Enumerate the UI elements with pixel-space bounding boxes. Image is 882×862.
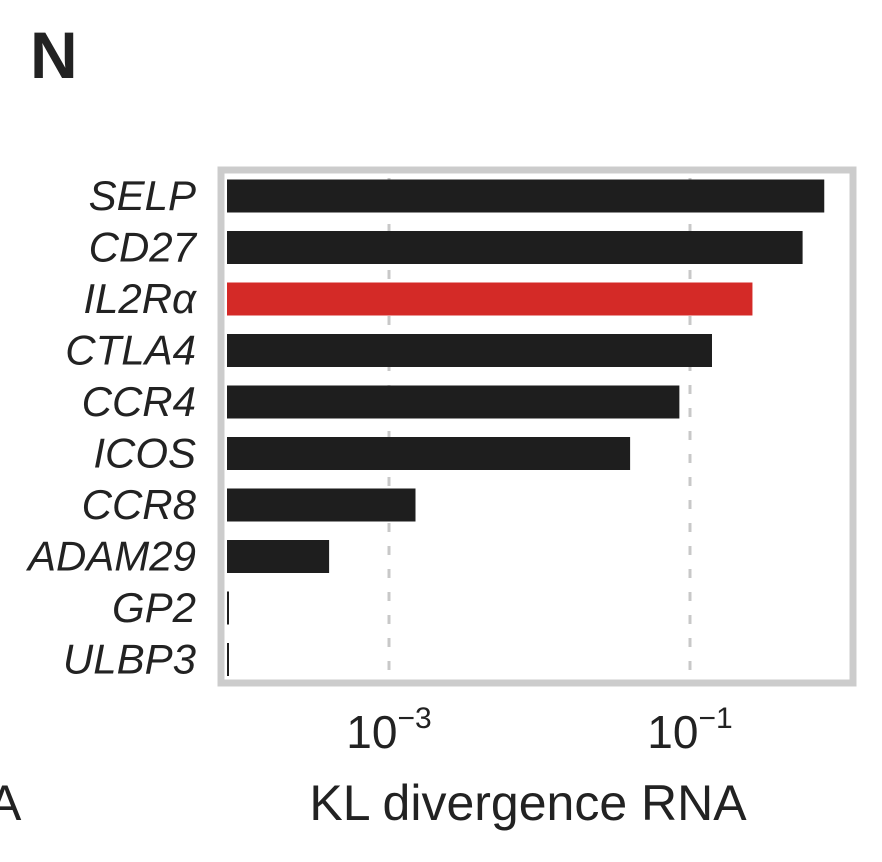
x-tick-label-0: 10−3 (346, 702, 431, 758)
bar-7 (227, 540, 330, 573)
bar-6 (227, 488, 416, 522)
bar-9 (227, 643, 229, 676)
x-axis-title: KL divergence RNA (309, 775, 747, 831)
category-label-4: CCR4 (82, 378, 196, 425)
category-label-3: CTLA4 (65, 327, 196, 374)
category-label-5: ICOS (93, 430, 196, 477)
bar-5 (227, 437, 631, 470)
category-label-2: IL2Rα (83, 275, 197, 322)
cropped-text-fragment: A (0, 775, 22, 831)
category-label-8: GP2 (112, 584, 196, 631)
plot-frame (217, 166, 857, 687)
bars (227, 179, 825, 676)
bar-2 (227, 282, 753, 316)
bar-0 (227, 179, 825, 213)
x-tick-label-1: 10−1 (647, 702, 732, 758)
bar-3 (227, 334, 712, 367)
category-label-0: SELP (89, 172, 196, 219)
bar-4 (227, 385, 680, 419)
category-label-6: CCR8 (82, 481, 197, 528)
bar-1 (227, 231, 803, 264)
category-label-1: CD27 (89, 224, 198, 271)
x-tick-labels: 10−3 10−1 (346, 702, 732, 758)
panel-letter: N (30, 18, 78, 92)
bar-8 (227, 591, 229, 625)
category-label-9: ULBP3 (63, 636, 196, 683)
gridlines (387, 178, 692, 675)
category-label-7: ADAM29 (25, 533, 196, 580)
